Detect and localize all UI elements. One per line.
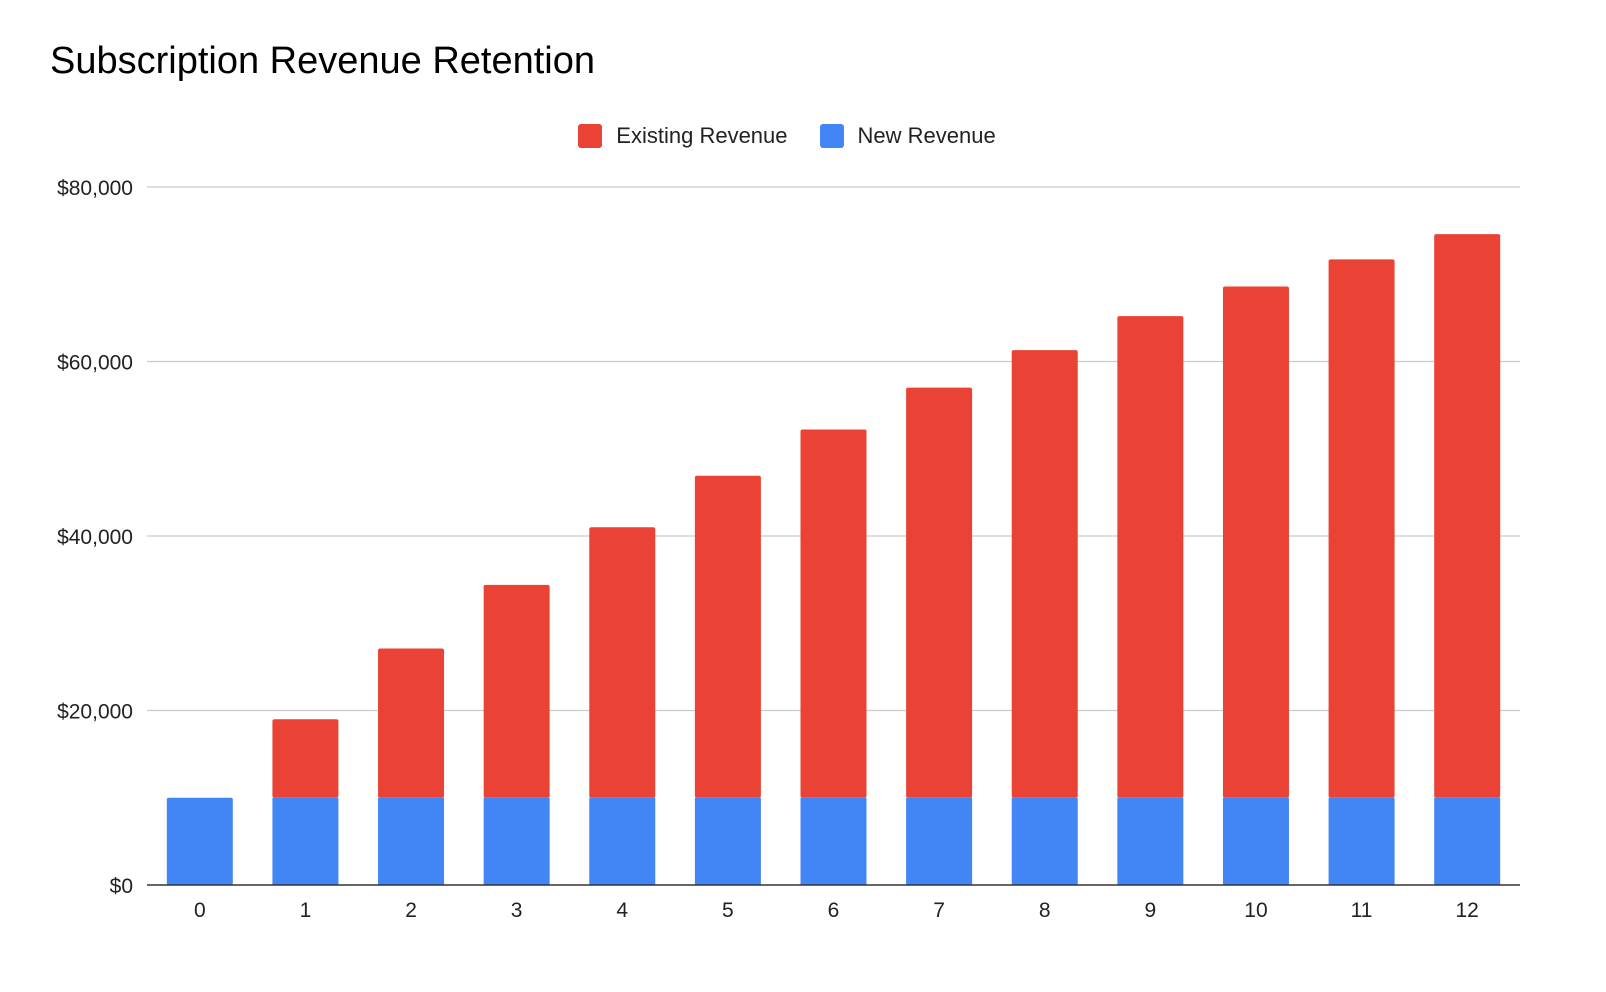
bar-existing-revenue-12 [1434,234,1501,798]
bar-existing-revenue-3 [483,584,550,798]
y-tick-label: $20,000 [57,701,133,724]
bar-existing-revenue-8 [1011,350,1078,798]
bar-new-revenue-5 [694,797,761,885]
legend-swatch-existing-revenue [578,124,603,148]
x-tick-label: 9 [1145,899,1157,922]
bar-new-revenue-10 [1222,797,1289,885]
bar-new-revenue-0 [166,797,233,885]
bar-existing-revenue-6 [800,429,867,798]
y-tick-label: $60,000 [57,352,133,375]
x-tick-label: 4 [616,899,628,922]
x-tick-label: 3 [511,899,523,922]
x-tick-label: 6 [828,899,840,922]
x-tick-label: 12 [1456,899,1479,922]
x-tick-label: 0 [194,899,206,922]
legend-swatch-new-revenue [819,124,844,148]
y-tick-label: $80,000 [57,177,133,200]
bar-new-revenue-7 [906,797,973,885]
bar-existing-revenue-4 [589,527,656,798]
x-tick-label: 10 [1244,899,1267,922]
bar-new-revenue-12 [1434,797,1501,885]
bar-new-revenue-1 [272,797,339,885]
bar-existing-revenue-11 [1328,259,1395,798]
y-tick-label: $0 [110,875,133,898]
bar-existing-revenue-5 [694,475,761,798]
chart-title: Subscription Revenue Retention [50,40,596,82]
legend: Existing Revenue New Revenue [0,120,1606,152]
bar-new-revenue-9 [1117,797,1184,885]
legend-item-new-revenue[interactable]: New Revenue [819,123,996,149]
bar-new-revenue-8 [1011,797,1078,885]
bar-existing-revenue-10 [1222,286,1289,798]
bar-new-revenue-4 [589,797,656,885]
x-tick-label: 1 [300,899,312,922]
legend-label-existing-revenue: Existing Revenue [616,123,788,148]
x-tick-label: 8 [1039,899,1051,922]
y-tick-label: $40,000 [57,526,133,549]
x-tick-label: 2 [405,899,417,922]
bar-existing-revenue-1 [272,719,339,798]
bar-new-revenue-3 [483,797,550,885]
x-tick-label: 7 [933,899,945,922]
legend-item-existing-revenue[interactable]: Existing Revenue [578,123,788,149]
bar-existing-revenue-9 [1117,316,1184,798]
bar-new-revenue-2 [378,797,445,885]
bar-new-revenue-11 [1328,797,1395,885]
bar-existing-revenue-2 [378,648,445,798]
x-tick-label: 5 [722,899,734,922]
legend-label-new-revenue: New Revenue [857,123,996,148]
x-tick-label: 11 [1351,899,1373,922]
bar-existing-revenue-7 [906,387,973,798]
bar-new-revenue-6 [800,797,867,885]
